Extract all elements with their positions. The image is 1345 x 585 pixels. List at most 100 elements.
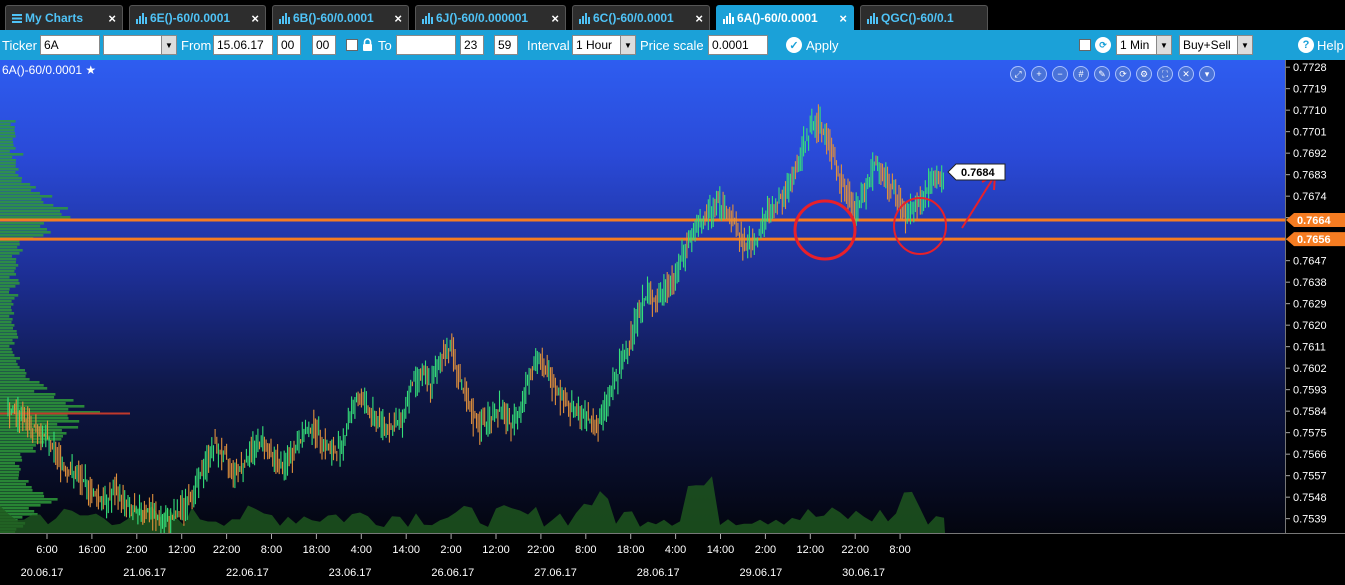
y-tick-label: 0.7629	[1293, 299, 1327, 311]
bar-chart-icon	[867, 12, 878, 24]
x-time-label: 22:00	[841, 544, 869, 556]
tab-label: 6C()-60/0.0001	[593, 11, 674, 25]
price-scale-input[interactable]	[708, 35, 768, 55]
plot-area[interactable]: 0.7684 6A()-60/0.0001 ★ ⤢ + − # ✎ ⟳ ⚙ ⛶ ✕ ▾	[0, 60, 1285, 539]
refresh-icon[interactable]: ⟳	[1115, 66, 1131, 82]
chart-tab-bar: My Charts × 6E()-60/0.0001 × 6B()-60/0.0001 ×…	[0, 0, 1345, 30]
volume-area	[0, 476, 945, 533]
side-value: Buy+Sell	[1183, 38, 1231, 52]
x-time-label: 14:00	[707, 544, 735, 556]
price-chart[interactable]: 0.7684 6A()-60/0.0001 ★ ⤢ + − # ✎ ⟳ ⚙ ⛶ ✕ ▾ 0.772…	[0, 60, 1345, 585]
tab-label: My Charts	[25, 11, 84, 25]
price-bars	[7, 104, 944, 539]
y-tick-label: 0.7575	[1293, 428, 1327, 440]
tab-label: QGC()-60/0.1	[881, 11, 954, 25]
y-tick-label: 0.7719	[1293, 84, 1327, 96]
close-tab-icon[interactable]: ×	[695, 10, 703, 26]
y-tick-label: 0.7683	[1293, 170, 1327, 182]
fullscreen-icon[interactable]: ⛶	[1157, 66, 1173, 82]
ticker-input[interactable]	[40, 35, 100, 55]
help-icon[interactable]: ?	[1298, 37, 1314, 53]
to-hour-input[interactable]	[460, 35, 484, 55]
bar-chart-icon	[723, 12, 734, 24]
x-time-label: 22:00	[527, 544, 555, 556]
zoom-out-icon[interactable]: −	[1052, 66, 1068, 82]
x-date-label: 29.06.17	[739, 567, 782, 579]
annotation-circle[interactable]	[793, 199, 857, 261]
to-label: To	[378, 38, 392, 53]
close-tab-icon[interactable]: ×	[251, 10, 259, 26]
ticker-dropdown[interactable]: ▼	[103, 35, 177, 55]
from-hour-input[interactable]	[277, 35, 301, 55]
from-label: From	[181, 38, 212, 53]
close-tab-icon[interactable]: ×	[394, 10, 402, 26]
clock-icon: ⟳	[1095, 37, 1111, 53]
y-tick-label: 0.7647	[1293, 256, 1327, 268]
interval-label: Interval	[527, 38, 570, 53]
time-axis: 6:00 16:00 2:00 12:00 22:00 8:00 18:00 4:00 14:0…	[0, 533, 1345, 585]
tab-6c-60-0-0001[interactable]: 6C()-60/0.0001 ×	[572, 5, 710, 30]
x-time-label: 8:00	[889, 544, 910, 556]
price-scale-label: Price scale	[640, 38, 704, 53]
zoom-in-icon[interactable]: +	[1031, 66, 1047, 82]
x-time-label: 8:00	[575, 544, 596, 556]
tab-label: 6A()-60/0.0001	[737, 11, 818, 25]
apply-check-icon[interactable]: ✓	[786, 37, 802, 53]
y-tick-label: 0.7611	[1293, 342, 1326, 354]
pen-icon[interactable]: ✎	[1094, 66, 1110, 82]
x-date-label: 28.06.17	[637, 567, 680, 579]
x-date-label: 22.06.17	[226, 567, 269, 579]
price-tag: 0.7684	[947, 163, 1006, 181]
annotations[interactable]	[793, 173, 997, 261]
apply-button[interactable]: Apply	[806, 38, 839, 53]
settings-icon[interactable]: ⚙	[1136, 66, 1152, 82]
x-date-label: 30.06.17	[842, 567, 885, 579]
timeframe-dropdown[interactable]: 1 Min ▼	[1116, 35, 1172, 55]
tab-6b-60-0-0001[interactable]: 6B()-60/0.0001 ×	[272, 5, 409, 30]
grid-icon[interactable]: #	[1073, 66, 1089, 82]
chart-toolbar: Ticker ▼ From To Interval 1 Hour ▼ Price …	[0, 30, 1345, 60]
x-date-label: 20.06.17	[21, 567, 64, 579]
y-tick-label: 0.7566	[1293, 449, 1327, 461]
close-tab-icon[interactable]: ×	[108, 10, 116, 26]
from-minute-input[interactable]	[312, 35, 336, 55]
close-tab-icon[interactable]: ×	[839, 10, 847, 26]
y-tick-label: 0.7602	[1293, 363, 1327, 375]
lock-checkbox[interactable]	[346, 39, 358, 51]
side-dropdown[interactable]: Buy+Sell ▼	[1179, 35, 1253, 55]
interval-dropdown[interactable]: 1 Hour ▼	[572, 35, 636, 55]
tab-my-charts[interactable]: My Charts ×	[5, 5, 123, 30]
bar-chart-icon	[136, 12, 147, 24]
timeframe-value: 1 Min	[1120, 38, 1150, 52]
y-tick-label: 0.7557	[1293, 471, 1327, 483]
menu-icon	[12, 13, 22, 23]
level-price-label: 0.7656	[1297, 234, 1331, 246]
annotation-arrow[interactable]	[961, 179, 993, 229]
y-tick-label: 0.7584	[1293, 406, 1327, 418]
from-date-input[interactable]	[213, 35, 273, 55]
x-date-label: 26.06.17	[431, 567, 474, 579]
dropdown-icon[interactable]: ▾	[1199, 66, 1215, 82]
zoom-fit-icon[interactable]: ⤢	[1010, 66, 1026, 82]
realtime-checkbox[interactable]	[1079, 39, 1091, 51]
to-minute-input[interactable]	[494, 35, 518, 55]
tab-6e-60-0-0001[interactable]: 6E()-60/0.0001 ×	[129, 5, 266, 30]
annotation-circle[interactable]	[893, 197, 947, 255]
x-time-label: 12:00	[482, 544, 510, 556]
x-time-label: 18:00	[303, 544, 331, 556]
level-price-marker: 0.7656	[1286, 232, 1345, 247]
tab-qgc-60-0-1[interactable]: QGC()-60/0.1	[860, 5, 988, 30]
tab-6a-60-0-0001[interactable]: 6A()-60/0.0001 ×	[716, 5, 854, 30]
favorite-star-icon[interactable]: ★	[82, 63, 97, 77]
tab-6j-60-0-000001[interactable]: 6J()-60/0.000001 ×	[415, 5, 566, 30]
close-tab-icon[interactable]: ×	[551, 10, 559, 26]
y-tick-label: 0.7692	[1293, 148, 1327, 160]
tab-label: 6E()-60/0.0001	[150, 11, 231, 25]
y-tick-label: 0.7539	[1293, 514, 1327, 526]
to-date-input[interactable]	[396, 35, 456, 55]
chevron-down-icon: ▼	[1156, 36, 1171, 54]
y-tick-label: 0.7674	[1293, 191, 1327, 203]
price-axis: 0.7728 0.7719 0.7710 0.7701 0.7692 0.7683 0.76…	[1285, 60, 1345, 533]
close-icon[interactable]: ✕	[1178, 66, 1194, 82]
help-link[interactable]: Help	[1317, 38, 1344, 53]
